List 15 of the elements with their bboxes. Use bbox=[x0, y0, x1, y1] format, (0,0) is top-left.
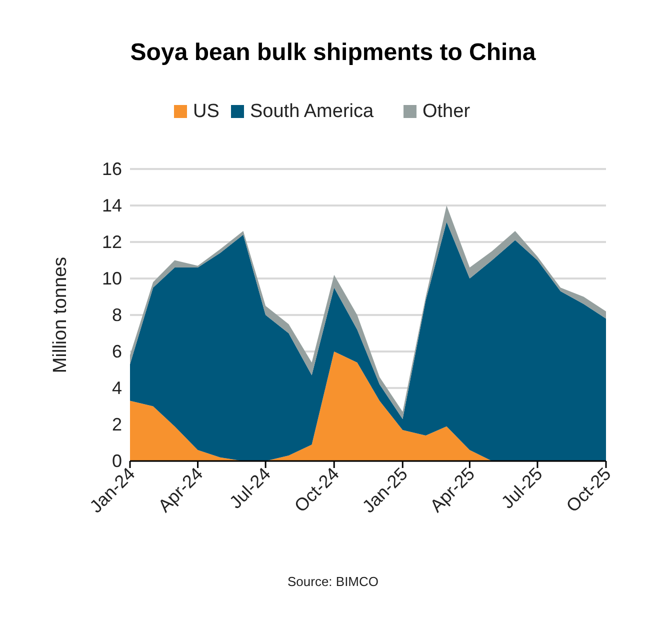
y-tick-label: 16 bbox=[102, 159, 122, 179]
y-tick-label: 0 bbox=[112, 451, 122, 471]
y-tick-label: 4 bbox=[112, 378, 122, 398]
legend-label: Other bbox=[422, 101, 471, 122]
legend-label: South America bbox=[250, 101, 374, 122]
y-tick-label: 8 bbox=[112, 305, 122, 325]
y-axis-title: Million tonnes bbox=[50, 256, 71, 374]
y-tick-label: 12 bbox=[102, 232, 122, 252]
y-tick-label: 2 bbox=[112, 414, 122, 434]
y-tick-label: 14 bbox=[102, 196, 122, 216]
legend-label: US bbox=[193, 101, 220, 122]
y-tick-label: 10 bbox=[102, 268, 122, 288]
chart-title: Soya bean bulk shipments to China bbox=[130, 39, 536, 66]
source-note: Source: BIMCO bbox=[287, 574, 379, 589]
y-tick-label: 6 bbox=[112, 342, 122, 362]
